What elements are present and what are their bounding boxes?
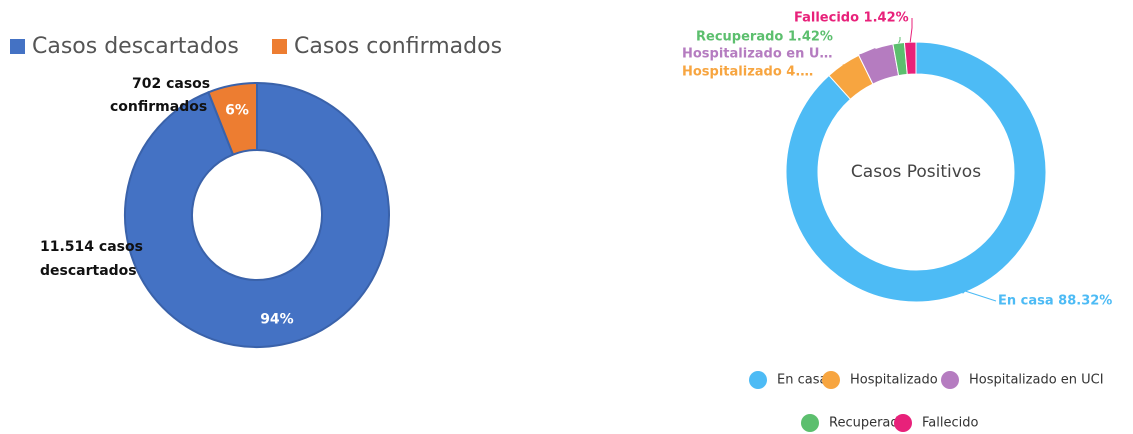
legend-swatch bbox=[272, 39, 287, 54]
leader-line bbox=[898, 37, 901, 44]
leader-line bbox=[909, 18, 913, 43]
legend-label: Casos confirmados bbox=[294, 34, 502, 59]
legend-label: Fallecido bbox=[922, 416, 978, 431]
legend-swatch bbox=[10, 39, 25, 54]
legend-label: Casos descartados bbox=[32, 34, 239, 59]
legend-swatch bbox=[941, 371, 959, 389]
slice-label: 94% bbox=[260, 312, 294, 328]
leader-line bbox=[859, 48, 876, 56]
slice-label: Hospitalizado 4.… bbox=[682, 65, 813, 80]
annotation: 702 casos bbox=[132, 76, 210, 92]
slice bbox=[207, 81, 258, 156]
annotation: descartados bbox=[40, 263, 137, 279]
center-title: Casos Positivos bbox=[851, 162, 981, 182]
slice-label: Recuperado 1.42% bbox=[696, 30, 833, 45]
legend-swatch bbox=[822, 371, 840, 389]
annotation: confirmados bbox=[110, 99, 207, 115]
legend-label: Recuperado bbox=[829, 416, 907, 431]
legend-label: En casa bbox=[777, 373, 827, 388]
legend-swatch bbox=[749, 371, 767, 389]
slice bbox=[785, 41, 1047, 303]
slice-label: Fallecido 1.42% bbox=[794, 11, 909, 26]
leader-line bbox=[962, 290, 997, 302]
legend-label: Hospitalizado en UCI bbox=[969, 373, 1104, 388]
slice bbox=[124, 81, 390, 348]
annotation: 11.514 casos bbox=[40, 239, 143, 255]
slice-label: 6% bbox=[225, 102, 249, 118]
slice-label: En casa 88.32% bbox=[998, 294, 1112, 309]
slice bbox=[903, 41, 917, 75]
legend-swatch bbox=[894, 414, 912, 432]
leader-line bbox=[842, 64, 846, 73]
legend-swatch bbox=[801, 414, 819, 432]
slice-label: Hospitalizado en U… bbox=[682, 47, 832, 62]
legend-label: Hospitalizado bbox=[850, 373, 938, 388]
